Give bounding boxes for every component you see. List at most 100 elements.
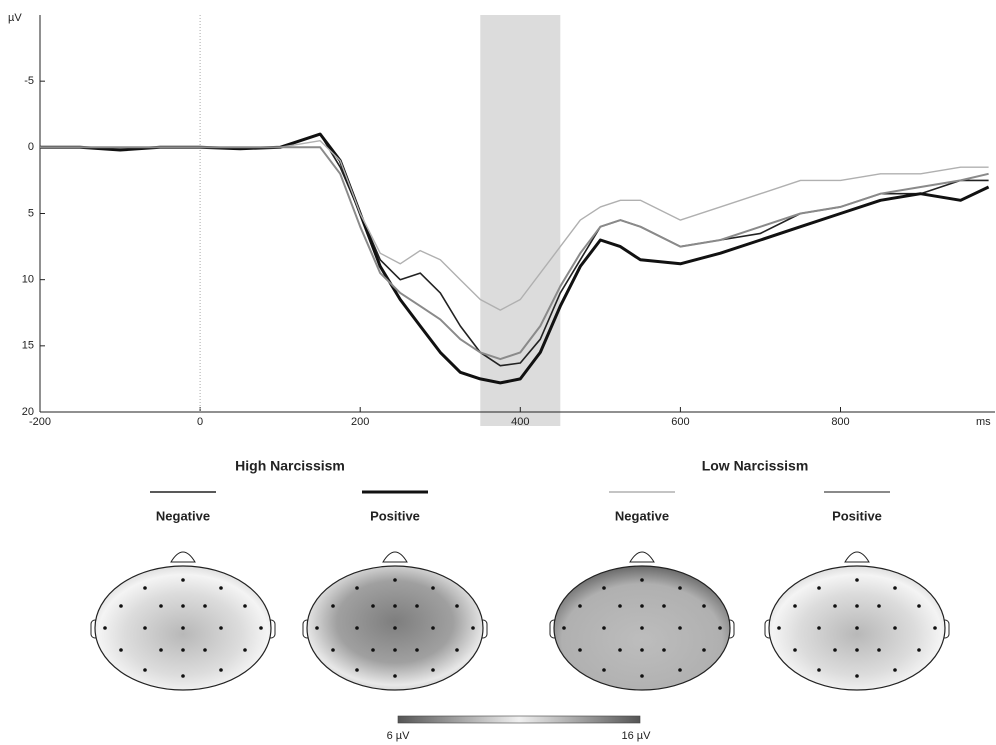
- electrode: [917, 648, 921, 652]
- electrode: [203, 604, 207, 608]
- electrode: [355, 626, 359, 630]
- electrode: [393, 648, 397, 652]
- x-tick-label: 600: [671, 416, 689, 428]
- electrode: [855, 648, 859, 652]
- electrode: [181, 604, 185, 608]
- x-tick-label: 200: [351, 416, 369, 428]
- topomaps: [90, 551, 950, 691]
- electrode: [893, 586, 897, 590]
- electrode: [777, 626, 781, 630]
- electrode: [415, 648, 419, 652]
- electrode: [718, 626, 722, 630]
- electrode: [793, 604, 797, 608]
- electrode: [678, 626, 682, 630]
- electrode: [219, 668, 223, 672]
- electrode: [933, 626, 937, 630]
- electrode: [817, 626, 821, 630]
- y-axis-label: µV: [8, 12, 22, 24]
- electrode: [702, 604, 706, 608]
- x-tick-label: 400: [511, 416, 529, 428]
- colorbar-label: 6 µV: [387, 730, 411, 742]
- electrode: [578, 648, 582, 652]
- electrode: [817, 668, 821, 672]
- electrode: [602, 626, 606, 630]
- y-tick-label: 10: [22, 274, 34, 286]
- colorbar: [397, 715, 641, 724]
- electrode: [119, 604, 123, 608]
- electrode: [678, 668, 682, 672]
- electrode: [181, 578, 185, 582]
- electrode: [393, 674, 397, 678]
- electrode: [817, 586, 821, 590]
- electrode: [855, 578, 859, 582]
- legend-group-title: Low Narcissism: [702, 458, 809, 474]
- electrode: [431, 586, 435, 590]
- x-tick-label: 800: [831, 416, 849, 428]
- electrode: [578, 604, 582, 608]
- legend-group-title: High Narcissism: [235, 458, 345, 474]
- electrode: [331, 604, 335, 608]
- electrode: [143, 626, 147, 630]
- electrode: [143, 586, 147, 590]
- electrode: [393, 604, 397, 608]
- electrode: [602, 586, 606, 590]
- electrode: [259, 626, 263, 630]
- electrode: [640, 674, 644, 678]
- electrode: [181, 648, 185, 652]
- legend-label: Positive: [832, 508, 882, 523]
- legend-label: Negative: [156, 508, 210, 523]
- electrode: [640, 626, 644, 630]
- topomap: [549, 551, 735, 691]
- electrode: [315, 626, 319, 630]
- y-tick-label: 0: [28, 141, 34, 153]
- electrode: [219, 586, 223, 590]
- electrode: [855, 604, 859, 608]
- topomap: [764, 551, 950, 691]
- electrode: [355, 668, 359, 672]
- electrode: [203, 648, 207, 652]
- electrode: [331, 648, 335, 652]
- legend-label: Positive: [370, 508, 420, 523]
- electrode: [415, 604, 419, 608]
- electrode: [618, 604, 622, 608]
- electrode: [371, 648, 375, 652]
- electrode: [181, 674, 185, 678]
- electrode: [181, 626, 185, 630]
- y-tick-label: 5: [28, 207, 34, 219]
- time-window: [480, 15, 561, 426]
- electrode: [431, 626, 435, 630]
- electrode: [855, 626, 859, 630]
- x-tick-label: -200: [29, 416, 51, 428]
- electrode: [893, 626, 897, 630]
- electrode: [159, 604, 163, 608]
- electrode: [793, 648, 797, 652]
- y-tick-label: 15: [22, 340, 34, 352]
- electrode: [471, 626, 475, 630]
- x-axis-label: ms: [976, 416, 991, 428]
- electrode: [893, 668, 897, 672]
- topomap: [90, 551, 276, 691]
- electrode: [662, 604, 666, 608]
- electrode: [159, 648, 163, 652]
- electrode: [855, 674, 859, 678]
- electrode: [640, 578, 644, 582]
- electrode: [678, 586, 682, 590]
- electrode: [640, 648, 644, 652]
- electrode: [662, 648, 666, 652]
- colorbar-label: 16 µV: [622, 730, 652, 742]
- electrode: [103, 626, 107, 630]
- y-tick-label: -5: [24, 75, 34, 87]
- electrode: [393, 626, 397, 630]
- electrode: [219, 626, 223, 630]
- electrode: [243, 604, 247, 608]
- electrode: [393, 578, 397, 582]
- electrode: [143, 668, 147, 672]
- electrode: [877, 648, 881, 652]
- electrode: [455, 648, 459, 652]
- series-line: [40, 146, 989, 361]
- electrode: [917, 604, 921, 608]
- electrode: [833, 604, 837, 608]
- electrode: [562, 626, 566, 630]
- electrode: [618, 648, 622, 652]
